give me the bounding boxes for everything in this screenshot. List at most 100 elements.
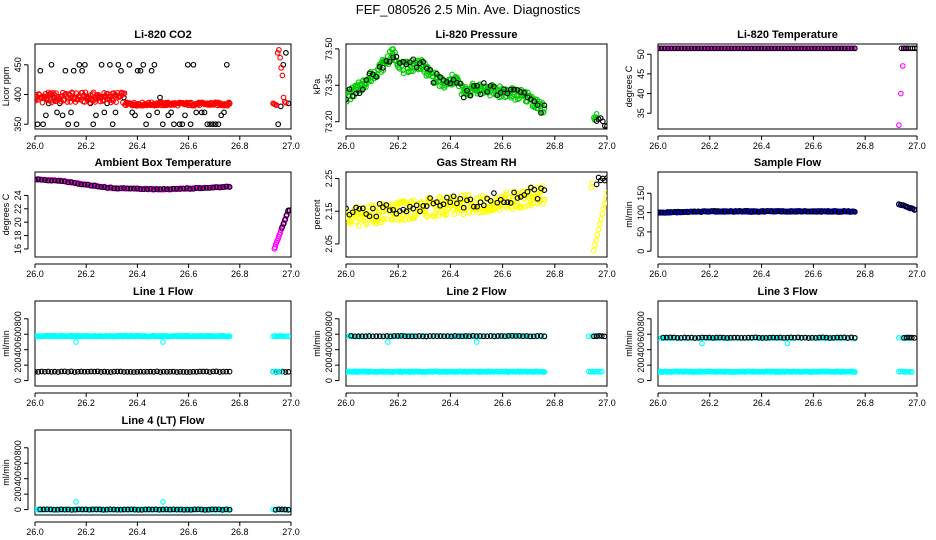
data-point [815, 208, 821, 214]
data-point [68, 507, 75, 513]
data-point [444, 79, 450, 85]
data-point [801, 45, 808, 52]
data-point [534, 195, 541, 202]
data-point [427, 195, 433, 201]
data-point [685, 209, 691, 216]
data-point [668, 45, 675, 52]
y-tick-label: 18 [13, 231, 23, 241]
y-tick-label: 800 [13, 440, 23, 455]
data-point [808, 208, 815, 215]
data-point [423, 333, 430, 340]
data-point [347, 220, 354, 227]
data-point [798, 45, 805, 52]
data-point [198, 109, 205, 116]
data-point [281, 98, 288, 105]
data-point [349, 209, 356, 216]
data-point [771, 45, 778, 52]
data-point [692, 335, 698, 341]
data-point [491, 83, 497, 90]
data-point [124, 368, 131, 375]
data-points [35, 499, 291, 513]
data-point [717, 334, 723, 341]
x-tick-label: 27.0 [598, 269, 616, 279]
data-point [137, 368, 144, 375]
data-point [808, 45, 815, 52]
data-points [658, 334, 917, 375]
x-tick-label: 26.2 [701, 141, 719, 151]
y-tick-label: 400 [324, 342, 334, 357]
y-tick-label: 800 [13, 311, 23, 326]
data-point [213, 184, 220, 190]
data-point [165, 112, 172, 119]
data-point [658, 334, 661, 341]
y-axis-label: ml/min [1, 330, 11, 357]
data-point [517, 89, 524, 95]
data-point [711, 45, 718, 52]
data-points [658, 201, 917, 216]
data-point [727, 334, 734, 341]
data-point [748, 45, 755, 52]
data-point [206, 369, 213, 375]
data-point [198, 506, 205, 513]
data-point [113, 99, 119, 105]
data-point [157, 369, 164, 375]
data-point [121, 185, 127, 191]
data-point [346, 333, 353, 339]
x-tick-label: 26.2 [389, 269, 407, 279]
data-point [725, 208, 731, 215]
data-point [455, 333, 462, 340]
x-tick-label: 26.0 [26, 398, 44, 408]
data-point [223, 61, 230, 68]
data-point [420, 203, 427, 209]
data-point [811, 45, 818, 52]
y-tick-label: 800 [324, 311, 334, 326]
data-point [511, 189, 517, 196]
data-point [751, 45, 758, 52]
data-point [207, 121, 213, 128]
data-point [120, 91, 127, 97]
data-point [802, 334, 809, 341]
data-point [131, 369, 137, 375]
data-point [45, 100, 52, 107]
data-point [591, 333, 597, 340]
data-point [702, 334, 709, 341]
data-point [470, 209, 476, 216]
data-point [447, 199, 454, 206]
y-tick-label: 73.20 [324, 110, 334, 133]
data-point [899, 63, 906, 69]
y-tick-label: 400 [13, 471, 23, 486]
data-point [37, 506, 43, 513]
data-point [701, 45, 708, 52]
data-point [126, 61, 133, 68]
y-tick-label: 2.25 [324, 170, 334, 188]
data-point [131, 185, 137, 192]
data-point [775, 45, 781, 52]
data-point [75, 368, 81, 375]
data-point [825, 208, 831, 214]
data-point [190, 61, 197, 68]
data-point [805, 208, 811, 215]
data-point [821, 208, 828, 215]
data-point [841, 45, 848, 52]
data-point [427, 333, 433, 339]
chart-panel-5: Gas Stream RH 26.0 26.2 26.4 26.6 26.8 27.0 2.0… [312, 157, 616, 279]
data-point [805, 45, 811, 52]
data-point [448, 333, 455, 340]
data-point [144, 186, 150, 193]
data-point [112, 109, 119, 116]
data-point [107, 369, 114, 375]
data-point [274, 50, 281, 56]
data-point [911, 207, 917, 213]
data-point [791, 208, 798, 215]
data-point [447, 80, 454, 87]
data-point [360, 214, 367, 221]
data-point [480, 80, 487, 86]
data-point [419, 200, 425, 206]
data-point [781, 45, 788, 52]
data-point [76, 61, 83, 68]
data-point [771, 208, 778, 215]
data-point [741, 334, 748, 341]
data-point [93, 112, 99, 119]
data-point [275, 506, 282, 513]
data-point [410, 197, 417, 204]
